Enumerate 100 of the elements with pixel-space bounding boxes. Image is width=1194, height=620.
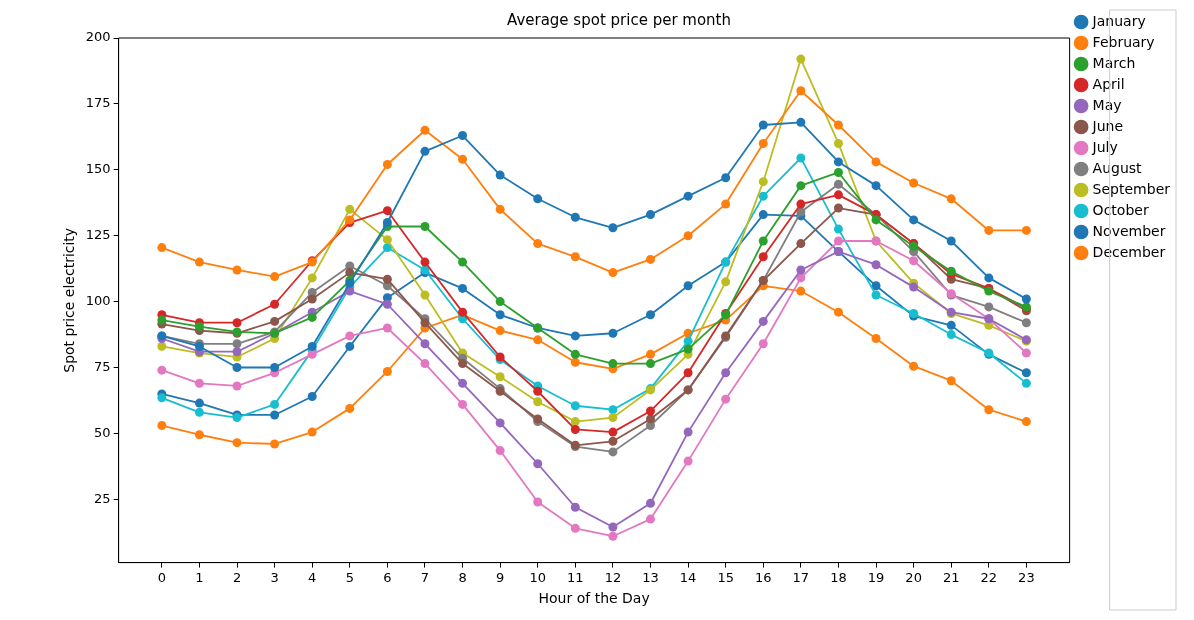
point — [495, 446, 505, 456]
point — [721, 368, 731, 378]
point — [608, 268, 618, 278]
point — [382, 160, 392, 170]
x-tick-label: 1 — [195, 569, 204, 585]
point — [1021, 225, 1031, 235]
point — [270, 439, 280, 449]
point — [194, 322, 204, 332]
point — [570, 401, 580, 411]
point — [570, 212, 580, 222]
point — [758, 316, 768, 326]
point — [871, 281, 881, 291]
point — [570, 331, 580, 341]
point — [646, 359, 655, 369]
point — [270, 399, 280, 409]
x-tick-label: 20 — [905, 569, 922, 585]
point — [833, 179, 843, 189]
point — [420, 257, 430, 267]
point — [420, 359, 430, 369]
point — [495, 326, 505, 336]
point — [946, 320, 956, 330]
point — [608, 223, 618, 233]
point — [157, 393, 167, 403]
point — [646, 310, 655, 320]
y-tick-label: 150 — [85, 161, 111, 177]
point — [608, 447, 618, 457]
point — [345, 341, 355, 351]
x-tick-label: 15 — [717, 569, 734, 585]
point — [721, 173, 731, 183]
point — [495, 297, 505, 307]
point — [946, 194, 956, 204]
y-tick-label: 75 — [94, 358, 111, 374]
point — [458, 359, 468, 369]
point — [833, 236, 843, 246]
x-tick-label: 4 — [308, 569, 317, 585]
point — [307, 392, 317, 402]
point — [796, 239, 806, 249]
x-tick-label: 19 — [867, 569, 885, 585]
x-axis-title: Hour of the Day — [538, 590, 650, 607]
point — [833, 157, 843, 167]
point — [194, 378, 204, 388]
point — [608, 359, 618, 369]
point — [533, 386, 543, 396]
point — [1021, 294, 1031, 304]
y-axis-title: Spot price electricity — [61, 227, 78, 373]
point — [345, 268, 355, 278]
point — [495, 418, 505, 428]
point — [345, 403, 355, 413]
legend-label: September — [1092, 180, 1171, 197]
point — [608, 531, 618, 541]
point — [570, 523, 580, 533]
point — [909, 361, 919, 371]
point — [758, 339, 768, 349]
point — [420, 221, 430, 231]
point — [1021, 318, 1031, 328]
point — [382, 206, 392, 216]
point — [909, 256, 919, 266]
point — [683, 231, 693, 241]
point — [721, 394, 731, 404]
point — [946, 236, 956, 246]
point — [458, 378, 468, 388]
point — [796, 199, 806, 209]
point — [683, 456, 693, 466]
point — [458, 154, 468, 164]
x-tick-label: 6 — [383, 569, 392, 585]
point — [608, 328, 618, 338]
point — [1021, 348, 1031, 358]
x-tick-label: 11 — [567, 569, 584, 585]
point — [871, 290, 881, 300]
point — [721, 277, 731, 287]
chart-title: Average spot price per month — [507, 10, 731, 29]
point — [758, 191, 768, 201]
point — [232, 381, 242, 391]
point — [307, 273, 317, 283]
point — [157, 315, 167, 325]
point — [758, 252, 768, 262]
point — [833, 203, 843, 213]
point — [833, 120, 843, 130]
point — [570, 349, 580, 359]
x-tick-label: 3 — [270, 569, 279, 585]
point — [420, 339, 430, 349]
point — [1021, 417, 1031, 427]
point — [194, 257, 204, 267]
point — [270, 299, 280, 309]
point — [420, 125, 430, 135]
point — [420, 146, 430, 156]
point — [570, 417, 580, 427]
point — [458, 131, 468, 141]
y-tick-label: 100 — [85, 292, 111, 308]
point — [833, 138, 843, 148]
point — [495, 310, 505, 320]
legend-label: February — [1092, 33, 1155, 50]
point — [157, 341, 167, 351]
point — [495, 170, 505, 180]
point — [382, 235, 392, 245]
x-tick-label: 13 — [642, 569, 659, 585]
point — [307, 427, 317, 437]
legend-label: August — [1092, 159, 1143, 176]
x-tick-label: 8 — [458, 569, 467, 585]
point — [1021, 378, 1031, 388]
